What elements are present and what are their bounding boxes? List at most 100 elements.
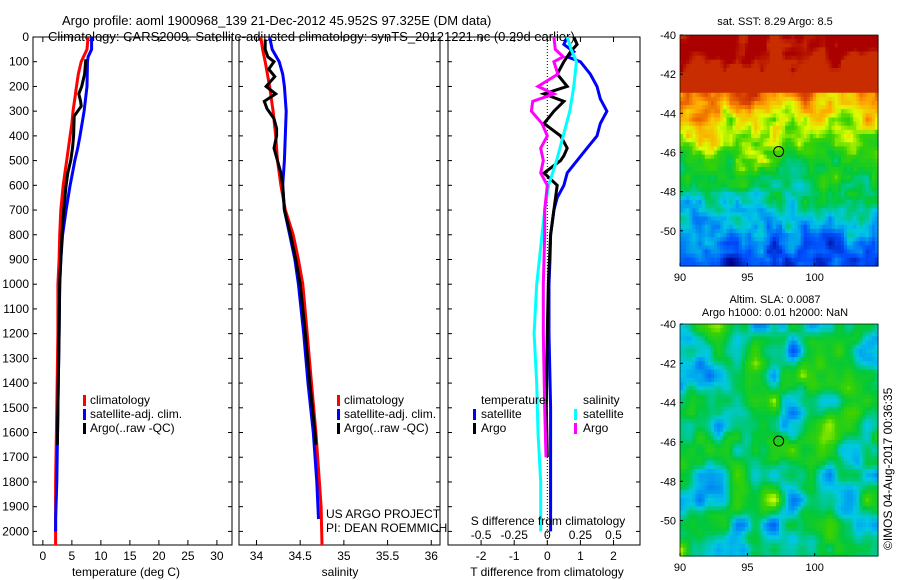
map-cell (856, 344, 861, 350)
map-cell (763, 80, 768, 86)
map-cell (809, 105, 814, 110)
map-cell (871, 261, 876, 267)
map-cell (695, 80, 700, 86)
map-cell (806, 249, 811, 255)
map-cell (732, 332, 737, 338)
map-cell (686, 88, 690, 94)
map-cell (710, 394, 715, 400)
map-cell (707, 187, 712, 193)
map-cell (856, 150, 861, 156)
map-cell (853, 336, 857, 342)
map-cell (831, 377, 836, 383)
map-cell (751, 138, 755, 143)
map-cell (704, 113, 709, 119)
map-cell (806, 105, 811, 110)
map-cell (806, 224, 811, 230)
map-cell (859, 253, 864, 259)
map-cell (809, 109, 814, 114)
map-cell (816, 84, 820, 90)
map-cell (871, 167, 876, 172)
x-tick-label: 34 (250, 549, 264, 563)
map-cell (847, 361, 851, 367)
map-cell (741, 105, 746, 110)
map-cell (729, 146, 734, 152)
map-cell (828, 179, 833, 185)
map-cell (791, 187, 796, 193)
map-cell (729, 59, 734, 65)
map-cell (779, 84, 783, 90)
map-cell (865, 80, 870, 86)
map-cell (729, 324, 734, 329)
map-cell (754, 167, 758, 172)
map-cell (822, 237, 826, 242)
map-cell (819, 158, 823, 164)
map-cell (695, 105, 700, 110)
map-cell (738, 241, 743, 246)
map-cell (874, 344, 879, 350)
map-cell (843, 80, 848, 86)
map-cell (729, 216, 734, 222)
map-cell (788, 357, 792, 362)
map-cell (766, 377, 771, 383)
map-cell (816, 142, 820, 147)
map-cell (757, 63, 762, 69)
map-cell (871, 142, 876, 147)
map-cell (850, 377, 854, 383)
map-cell (816, 158, 820, 164)
map-cell (803, 179, 808, 185)
map-cell (704, 150, 709, 156)
map-cell (800, 138, 805, 143)
map-cell (704, 390, 709, 396)
map-cell (797, 125, 802, 131)
map-cell (686, 353, 690, 358)
map-cell (779, 357, 783, 362)
map-cell (744, 121, 749, 127)
map-cell (850, 187, 854, 193)
map-cell (862, 150, 867, 156)
map-cell (686, 117, 690, 123)
map-cell (710, 113, 715, 119)
project-credit: US ARGO PROJECT (326, 507, 441, 521)
map-cell (701, 208, 706, 213)
map-cell (856, 80, 861, 86)
map-cell (710, 72, 715, 77)
map-cell (720, 261, 724, 267)
map-cell (859, 175, 864, 180)
map-cell (738, 237, 743, 242)
map-cell (741, 158, 746, 164)
map-cell (723, 373, 727, 379)
map-cell (735, 134, 740, 139)
map-cell (775, 332, 780, 338)
map-cell (701, 324, 706, 329)
map-cell (816, 72, 820, 77)
map-cell (834, 109, 839, 114)
map-cell (825, 150, 830, 156)
map-cell (723, 348, 727, 354)
map-cell (717, 121, 721, 127)
map-cell (735, 88, 740, 94)
map-cell (772, 88, 777, 94)
map-cell (766, 39, 771, 44)
map-cell (701, 249, 706, 255)
legend-label-t-argo: Argo (481, 421, 507, 435)
map-cell (865, 43, 870, 48)
map-cell (710, 63, 715, 69)
map-cell (720, 257, 724, 263)
map-cell (754, 101, 758, 106)
map-cell (785, 76, 789, 81)
map-cell (874, 92, 879, 98)
map-cell (683, 344, 687, 350)
map-cell (735, 154, 740, 160)
map-cell (766, 35, 771, 40)
map-cell (757, 348, 762, 354)
map-cell (859, 80, 864, 86)
map-cell (683, 105, 687, 110)
map-cell (791, 394, 796, 400)
map-cell (868, 121, 873, 127)
map-cell (791, 348, 796, 354)
map-cell (803, 43, 808, 48)
map-cell (763, 92, 768, 98)
map-cell (726, 125, 731, 131)
map-cell (825, 228, 830, 234)
map-cell (788, 47, 792, 53)
